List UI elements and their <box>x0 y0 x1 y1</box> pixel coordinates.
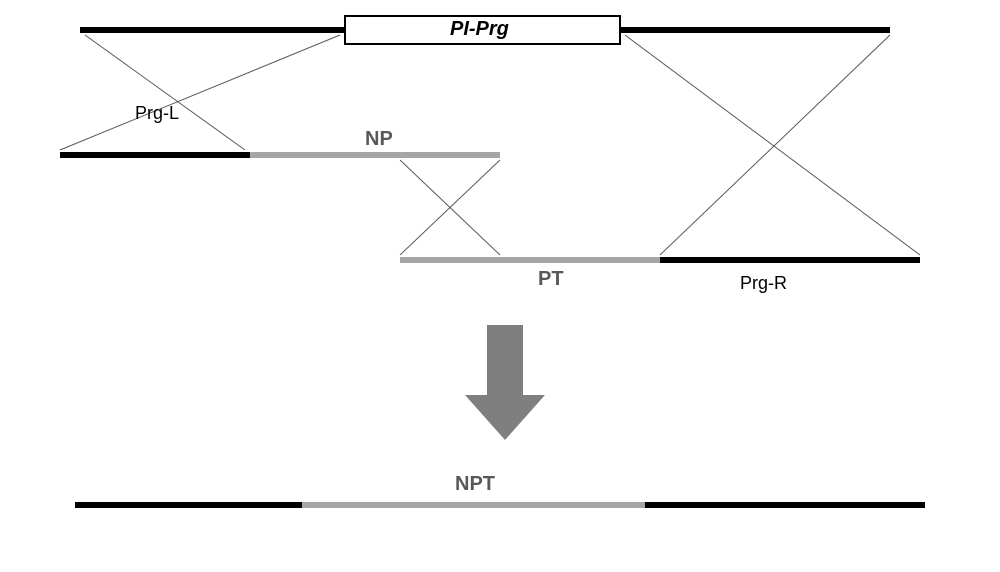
prg-r-label: Prg-R <box>740 273 787 294</box>
down-arrow-icon <box>465 325 545 440</box>
recombination-diagram: PI-Prg Prg-L NP PT Prg-R NPT <box>0 0 1000 567</box>
cross1-line-a <box>85 35 245 150</box>
npt-label: NPT <box>455 473 495 496</box>
pi-prg-label: PI-Prg <box>450 18 509 41</box>
prg-l-label: Prg-L <box>135 103 179 124</box>
cross3-line-b <box>660 35 890 255</box>
np-label: NP <box>365 128 393 151</box>
cross1-line-b <box>60 35 340 150</box>
cross3-line-a <box>625 35 920 255</box>
diagram-svg <box>0 0 1000 567</box>
pt-label: PT <box>538 268 564 291</box>
